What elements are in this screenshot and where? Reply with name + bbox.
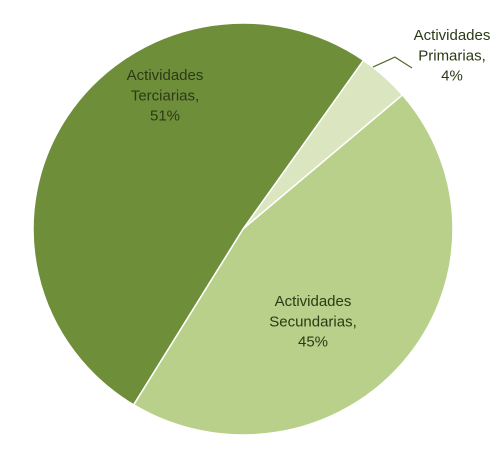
pie-slice	[132, 93, 454, 436]
slice-label: Actividades Terciarias, 51%	[127, 67, 204, 125]
slice-label: Actividades Primarias, 4%	[414, 27, 491, 85]
pie-slice	[32, 22, 365, 406]
slice-labels: Actividades Primarias, 4% Actividades Secund…	[127, 27, 491, 351]
slice-label: Actividades Secundarias, 45%	[269, 293, 357, 351]
pie-slices	[32, 22, 454, 436]
label-leader-line	[372, 56, 413, 69]
